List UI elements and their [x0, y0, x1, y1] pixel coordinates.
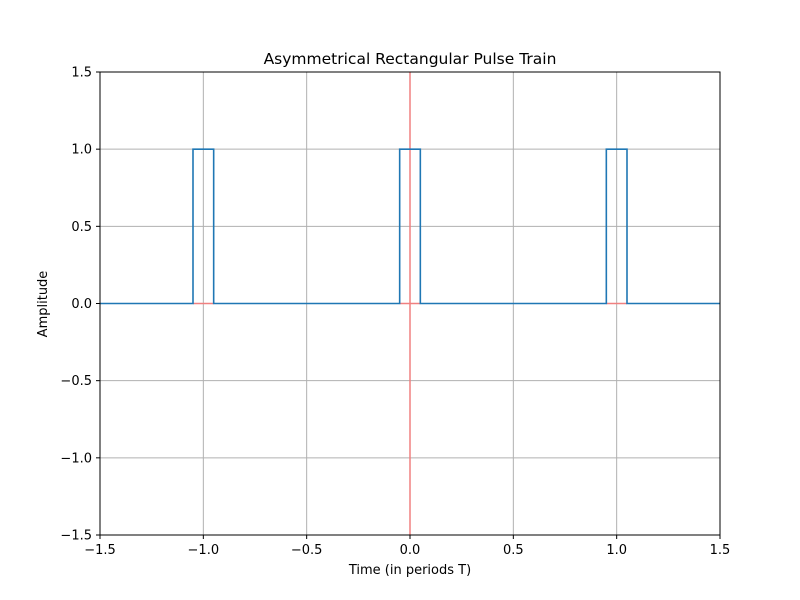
series-line-0 [100, 148, 720, 305]
x-tick-label-3: 0.0 [400, 543, 421, 558]
chart-title: Asymmetrical Rectangular Pulse Train [264, 50, 557, 68]
y-tick-label-6: 1.5 [71, 66, 92, 81]
y-tick-label-0: −1.5 [60, 529, 92, 544]
y-tick-label-2: −0.5 [60, 374, 92, 389]
y-tick-label-1: −1.0 [60, 451, 92, 466]
x-tick-label-2: −0.5 [291, 543, 323, 558]
y-tick-label-4: 0.5 [71, 220, 92, 235]
y-tick-label-3: 0.0 [71, 297, 92, 312]
y-tick-label-5: 1.0 [71, 143, 92, 158]
x-axis-title: Time (in periods T) [348, 563, 471, 578]
y-axis-title: Amplitude [36, 271, 51, 338]
series [100, 148, 720, 305]
x-tick-label-4: 0.5 [503, 543, 524, 558]
ticks: −1.5 −1.0 −0.5 0.0 0.5 1.0 1.5 −1.5 −1.0 −0.5 0.0 0… [60, 66, 730, 559]
x-tick-label-0: −1.5 [84, 543, 116, 558]
x-tick-label-5: 1.0 [606, 543, 627, 558]
x-tick-label-1: −1.0 [188, 543, 220, 558]
x-tick-label-6: 1.5 [710, 543, 731, 558]
